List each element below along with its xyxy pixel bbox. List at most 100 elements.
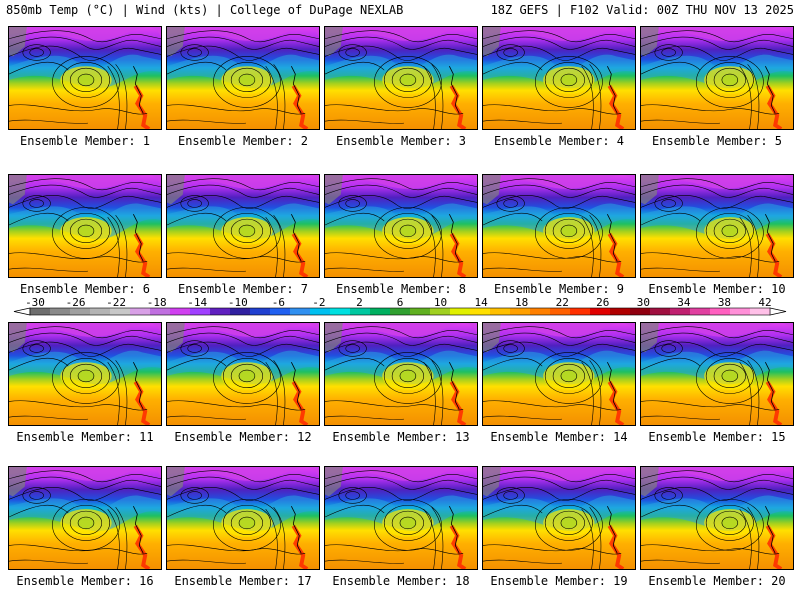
ensemble-member-label: Ensemble Member: 14: [490, 430, 628, 444]
colorbar-swatch: [230, 308, 251, 315]
ensemble-member-label: Ensemble Member: 17: [174, 574, 312, 588]
colorbar-swatch: [490, 308, 511, 315]
colorbar-swatch: [630, 308, 651, 315]
temperature-map: [641, 175, 793, 277]
ensemble-member-panel: [8, 466, 162, 570]
temperature-map: [9, 467, 161, 569]
colorbar-tick-label: 14: [474, 296, 488, 309]
colorbar-swatch: [330, 308, 351, 315]
colorbar-tick-label: 18: [515, 296, 528, 309]
temperature-map: [9, 27, 161, 129]
colorbar-tick-label: -14: [187, 296, 207, 309]
colorbar-swatch: [30, 308, 51, 315]
ensemble-member-label: Ensemble Member: 2: [177, 134, 309, 148]
colorbar-tick-label: -26: [66, 296, 86, 309]
colorbar-swatch: [310, 308, 331, 315]
temperature-map: [325, 27, 477, 129]
colorbar-tick-label: 34: [677, 296, 691, 309]
colorbar-swatch: [610, 308, 631, 315]
ensemble-member-panel: [640, 174, 794, 278]
ensemble-member-label: Ensemble Member: 19: [490, 574, 628, 588]
ensemble-member-label: Ensemble Member: 15: [648, 430, 786, 444]
colorbar-swatch: [50, 308, 71, 315]
colorbar-swatch: [70, 308, 91, 315]
colorbar-tick-label: -18: [147, 296, 167, 309]
ensemble-member-panel: [166, 26, 320, 130]
colorbar-tick-label: -2: [312, 296, 325, 309]
colorbar-tick-label: 10: [434, 296, 447, 309]
temperature-map: [483, 323, 635, 425]
colorbar-swatch: [150, 308, 171, 315]
colorbar-max-arrow: [769, 307, 787, 316]
colorbar-swatch: [590, 308, 611, 315]
ensemble-member-panel: [324, 466, 478, 570]
colorbar-swatch: [250, 308, 271, 315]
ensemble-member-panel: [324, 26, 478, 130]
colorbar-tick-label: 6: [397, 296, 404, 309]
temperature-map: [483, 467, 635, 569]
colorbar-tick-label: -22: [106, 296, 126, 309]
ensemble-member-panel: [166, 466, 320, 570]
colorbar-swatch: [130, 308, 151, 315]
colorbar-swatch: [450, 308, 471, 315]
colorbar-tick-label: -30: [25, 296, 45, 309]
ensemble-member-panel: [482, 174, 636, 278]
ensemble-member-label: Ensemble Member: 3: [335, 134, 467, 148]
colorbar-swatch: [90, 308, 111, 315]
colorbar-tick-label: 38: [718, 296, 731, 309]
ensemble-member-label: Ensemble Member: 4: [493, 134, 625, 148]
temperature-map: [167, 323, 319, 425]
colorbar-swatch: [370, 308, 391, 315]
colorbar-swatch: [530, 308, 551, 315]
temperature-map: [167, 27, 319, 129]
colorbar-swatch: [170, 308, 191, 315]
colorbar-tick-label: 42: [758, 296, 771, 309]
ensemble-member-panel: [324, 322, 478, 426]
colorbar-swatch: [570, 308, 591, 315]
ensemble-member-panel: [640, 322, 794, 426]
temperature-map: [9, 175, 161, 277]
ensemble-member-label: Ensemble Member: 13: [332, 430, 470, 444]
ensemble-member-panel: [482, 26, 636, 130]
temperature-map: [325, 467, 477, 569]
ensemble-member-label: Ensemble Member: 20: [648, 574, 786, 588]
colorbar-swatch: [650, 308, 671, 315]
temperature-map: [9, 323, 161, 425]
colorbar-swatch: [270, 308, 291, 315]
colorbar-swatch: [430, 308, 451, 315]
colorbar-swatch: [750, 308, 771, 315]
ensemble-member-panel: [640, 466, 794, 570]
ensemble-member-panel: [324, 174, 478, 278]
colorbar-tick-label: 26: [596, 296, 609, 309]
temperature-map: [325, 323, 477, 425]
ensemble-member-panel: [8, 174, 162, 278]
colorbar-tick-label: -6: [272, 296, 285, 309]
ensemble-member-panel: [166, 322, 320, 426]
ensemble-member-panel: [8, 322, 162, 426]
colorbar-tick-label: -10: [228, 296, 248, 309]
colorbar-swatch: [670, 308, 691, 315]
colorbar-swatch: [190, 308, 211, 315]
product-title: 850mb Temp (°C) | Wind (kts) | College o…: [6, 3, 404, 17]
temperature-map: [483, 175, 635, 277]
colorbar-min-arrow: [13, 307, 31, 316]
ensemble-member-label: Ensemble Member: 18: [332, 574, 470, 588]
temperature-map: [325, 175, 477, 277]
ensemble-member-label: Ensemble Member: 1: [19, 134, 151, 148]
ensemble-member-label: Ensemble Member: 7: [177, 282, 309, 296]
temperature-map: [483, 27, 635, 129]
ensemble-member-label: Ensemble Member: 5: [651, 134, 783, 148]
ensemble-member-label: Ensemble Member: 6: [19, 282, 151, 296]
ensemble-member-panel: [8, 26, 162, 130]
temperature-map: [167, 175, 319, 277]
run-valid-time: 18Z GEFS | F102 Valid: 00Z THU NOV 13 20…: [490, 3, 794, 17]
ensemble-member-label: Ensemble Member: 9: [493, 282, 625, 296]
ensemble-member-panel: [482, 466, 636, 570]
colorbar-swatch: [710, 308, 731, 315]
ensemble-member-panel: [482, 322, 636, 426]
ensemble-member-label: Ensemble Member: 16: [16, 574, 154, 588]
ensemble-member-panel: [640, 26, 794, 130]
temperature-map: [641, 27, 793, 129]
temperature-map: [167, 467, 319, 569]
colorbar-swatch: [210, 308, 231, 315]
